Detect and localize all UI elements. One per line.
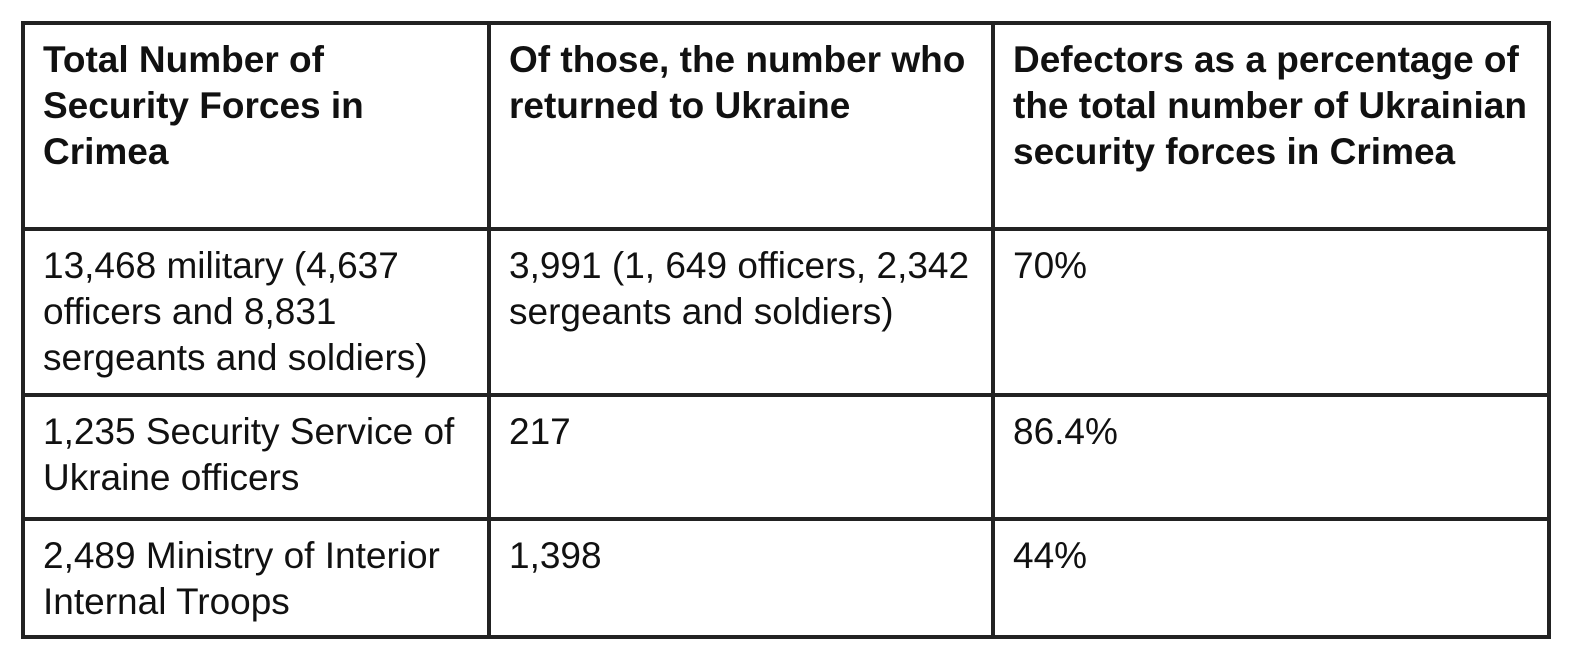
cell-returned: 217 bbox=[487, 393, 995, 521]
header-defectors-percentage: Defectors as a percentage of the total n… bbox=[991, 21, 1551, 231]
cell-defectors-percentage: 70% bbox=[991, 227, 1551, 397]
cell-total-forces: 13,468 military (4,637 officers and 8,83… bbox=[21, 227, 491, 397]
table-row: 2,489 Ministry of Interior Internal Troo… bbox=[21, 517, 1551, 639]
table-row: 1,235 Security Service of Ukraine office… bbox=[21, 393, 1551, 521]
header-total-forces: Total Number of Security Forces in Crime… bbox=[21, 21, 491, 231]
cell-total-forces: 2,489 Ministry of Interior Internal Troo… bbox=[21, 517, 491, 639]
cell-returned: 3,991 (1, 649 officers, 2,342 sergeants … bbox=[487, 227, 995, 397]
cell-total-forces: 1,235 Security Service of Ukraine office… bbox=[21, 393, 491, 521]
header-returned: Of those, the number who returned to Ukr… bbox=[487, 21, 995, 231]
table-row: 13,468 military (4,637 officers and 8,83… bbox=[21, 227, 1551, 397]
cell-defectors-percentage: 86.4% bbox=[991, 393, 1551, 521]
cell-returned: 1,398 bbox=[487, 517, 995, 639]
table-header-row: Total Number of Security Forces in Crime… bbox=[21, 21, 1551, 231]
cell-defectors-percentage: 44% bbox=[991, 517, 1551, 639]
security-forces-table: Total Number of Security Forces in Crime… bbox=[21, 21, 1551, 639]
